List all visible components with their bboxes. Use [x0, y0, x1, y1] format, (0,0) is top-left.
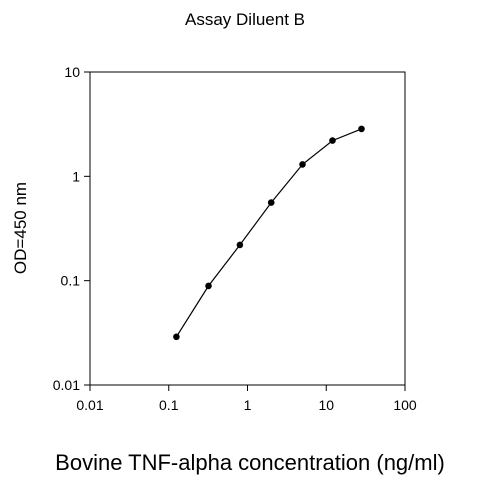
data-point: [329, 137, 336, 144]
x-tick-label: 0.01: [76, 397, 103, 413]
data-point: [173, 333, 180, 341]
x-tick-label: 10: [318, 397, 334, 413]
y-tick-label: 0.01: [53, 377, 80, 393]
data-point: [205, 282, 212, 290]
x-tick-label: 1: [244, 397, 252, 413]
data-point: [358, 125, 365, 133]
data-point: [299, 161, 306, 168]
x-axis: 0.01 0.1 1 10 100: [76, 385, 417, 413]
y-tick-label: 0.1: [61, 273, 81, 289]
y-tick-label: 10: [64, 64, 80, 80]
x-tick-label: 0.1: [159, 397, 179, 413]
x-tick-label: 100: [393, 397, 417, 413]
y-axis-label: OD=450 nm: [11, 182, 30, 274]
data-point: [267, 199, 275, 206]
series-markers: [173, 125, 365, 341]
series-line: [175, 128, 362, 338]
data-point: [236, 241, 244, 249]
plot-frame: [89, 71, 406, 386]
y-tick-label: 1: [72, 168, 80, 184]
y-axis: 0.01 0.1 1 10: [53, 64, 90, 393]
chart-title: Assay Diluent B: [185, 10, 305, 29]
x-axis-label: Bovine TNF-alpha concentration (ng/ml): [55, 450, 445, 475]
